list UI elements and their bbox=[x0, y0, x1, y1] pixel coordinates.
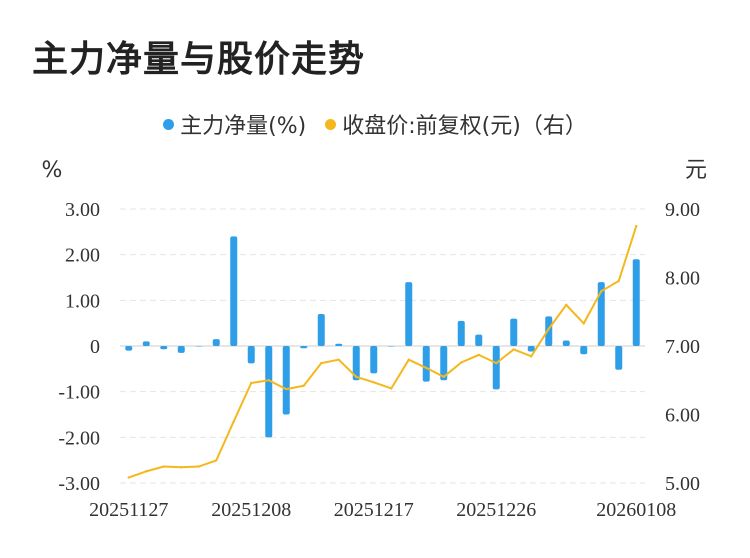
net-volume-bar[interactable] bbox=[632, 259, 640, 346]
net-volume-bar[interactable] bbox=[125, 346, 133, 351]
close-price-point bbox=[302, 384, 305, 387]
close-price-point bbox=[600, 290, 603, 293]
close-price-line[interactable] bbox=[128, 225, 638, 479]
close-price-point bbox=[442, 375, 445, 379]
close-price-point bbox=[390, 387, 393, 390]
x-axis-tick-label: 20251226 bbox=[456, 499, 536, 521]
net-volume-bar[interactable] bbox=[160, 346, 168, 350]
chart-title: 主力净量与股价走势 bbox=[32, 39, 366, 80]
left-axis-tick-label: -2.00 bbox=[58, 427, 100, 449]
close-price-point bbox=[635, 224, 638, 228]
x-axis-tick-label: 20251217 bbox=[334, 499, 414, 521]
net-volume-bar[interactable] bbox=[580, 346, 588, 355]
close-price-point bbox=[250, 381, 253, 385]
right-axis-unit: 元 bbox=[685, 158, 707, 183]
close-price-point bbox=[495, 361, 498, 365]
close-price-point bbox=[267, 379, 270, 382]
net-volume-bar[interactable] bbox=[597, 282, 605, 346]
left-axis-unit: % bbox=[42, 158, 63, 183]
close-price-point bbox=[285, 387, 288, 391]
x-axis-tick-label: 20251208 bbox=[211, 499, 291, 521]
net-volume-bar[interactable] bbox=[510, 318, 518, 346]
net-volume-bar[interactable] bbox=[247, 346, 255, 364]
close-price-point bbox=[547, 327, 550, 331]
net-volume-bar[interactable] bbox=[370, 346, 378, 374]
close-price-point bbox=[162, 465, 165, 468]
left-axis-tick-label: 3.00 bbox=[65, 199, 100, 221]
legend-dot-icon bbox=[325, 118, 337, 130]
legend-item-net-volume[interactable]: 主力净量(%) bbox=[163, 108, 306, 140]
close-price-point bbox=[512, 348, 515, 351]
close-price-point bbox=[232, 420, 235, 423]
legend-item-close-price[interactable]: 收盘价:前复权(元)（右） bbox=[325, 108, 587, 140]
net-volume-bar[interactable] bbox=[440, 346, 448, 381]
net-volume-bar[interactable] bbox=[177, 346, 185, 353]
right-axis-tick-label: 5.00 bbox=[665, 473, 700, 495]
close-price-point bbox=[355, 375, 358, 379]
close-price-point bbox=[320, 361, 323, 365]
close-price-point bbox=[180, 466, 183, 469]
x-axis-tick-label: 20260108 bbox=[596, 499, 676, 521]
left-axis-tick-label: -1.00 bbox=[58, 382, 100, 404]
right-axis-tick-label: 7.00 bbox=[665, 336, 700, 358]
net-volume-bar[interactable] bbox=[387, 346, 395, 347]
right-axis-tick-label: 9.00 bbox=[665, 199, 700, 221]
net-volume-bar[interactable] bbox=[615, 346, 623, 370]
net-volume-bar[interactable] bbox=[335, 343, 343, 346]
net-volume-bar[interactable] bbox=[422, 346, 430, 382]
close-price-point bbox=[372, 381, 375, 384]
chart-legend: 主力净量(%) 收盘价:前复权(元)（右） bbox=[0, 108, 750, 140]
net-volume-bar[interactable] bbox=[475, 334, 483, 346]
net-volume-bar[interactable] bbox=[562, 340, 570, 346]
left-axis-tick-label: 1.00 bbox=[65, 290, 100, 312]
close-price-point bbox=[127, 476, 130, 479]
net-volume-bar[interactable] bbox=[282, 346, 290, 415]
legend-label-net-volume: 主力净量(%) bbox=[180, 114, 307, 139]
left-axis-tick-label: -3.00 bbox=[58, 473, 100, 495]
close-price-point bbox=[477, 353, 480, 357]
close-price-point bbox=[197, 465, 200, 468]
net-volume-bar[interactable] bbox=[195, 346, 203, 347]
net-volume-bar[interactable] bbox=[352, 346, 360, 381]
x-axis-tick-label: 20251127 bbox=[89, 499, 168, 521]
close-price-point bbox=[215, 459, 218, 462]
net-volume-bar[interactable] bbox=[265, 346, 273, 438]
close-price-point bbox=[565, 303, 568, 307]
close-price-point bbox=[582, 322, 585, 325]
close-price-point bbox=[460, 361, 463, 364]
net-volume-bar[interactable] bbox=[142, 341, 150, 346]
close-price-point bbox=[407, 358, 410, 361]
net-volume-bar[interactable] bbox=[545, 316, 553, 346]
close-price-point bbox=[530, 355, 533, 358]
left-axis-tick-label: 2.00 bbox=[65, 245, 100, 267]
left-axis-tick-label: 0 bbox=[90, 336, 100, 358]
right-axis-tick-label: 8.00 bbox=[665, 268, 700, 290]
net-volume-bar[interactable] bbox=[212, 339, 220, 346]
close-price-point bbox=[145, 470, 148, 473]
close-price-point bbox=[425, 366, 428, 370]
net-volume-bar[interactable] bbox=[457, 320, 465, 346]
net-volume-bar[interactable] bbox=[527, 346, 535, 352]
net-volume-bar[interactable] bbox=[230, 236, 238, 346]
right-axis-tick-label: 6.00 bbox=[665, 405, 700, 427]
close-price-point bbox=[337, 358, 340, 361]
net-volume-bar[interactable] bbox=[317, 314, 325, 346]
net-volume-bar[interactable] bbox=[492, 346, 500, 390]
net-volume-bar[interactable] bbox=[405, 282, 413, 346]
legend-label-close-price: 收盘价:前复权(元)（右） bbox=[342, 114, 587, 139]
net-volume-bar[interactable] bbox=[300, 346, 308, 349]
close-price-point bbox=[617, 279, 620, 283]
legend-dot-icon bbox=[163, 118, 175, 130]
